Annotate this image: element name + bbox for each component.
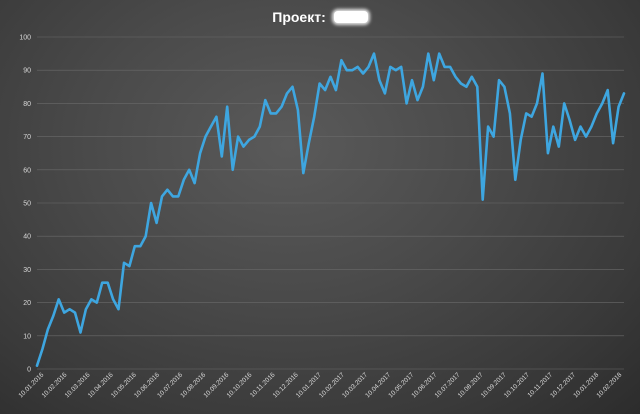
x-tick-label: 10.02.2018 (595, 371, 623, 399)
y-tick-label: 60 (23, 167, 31, 174)
y-tick-label: 80 (23, 101, 31, 108)
y-tick-label: 40 (23, 234, 31, 241)
y-tick-label: 100 (19, 35, 31, 42)
y-tick-label: 50 (23, 201, 31, 208)
y-tick-label: 70 (23, 134, 31, 141)
y-tick-label: 10 (23, 333, 31, 340)
y-tick-label: 30 (23, 267, 31, 274)
chart-title-row: Проект: (0, 6, 640, 28)
chart-title: Проект: (272, 9, 326, 25)
y-tick-label: 20 (23, 300, 31, 307)
redacted-project-name (333, 11, 368, 23)
y-tick-label: 90 (23, 68, 31, 75)
series-line (35, 52, 626, 368)
y-tick-label: 0 (27, 367, 31, 374)
